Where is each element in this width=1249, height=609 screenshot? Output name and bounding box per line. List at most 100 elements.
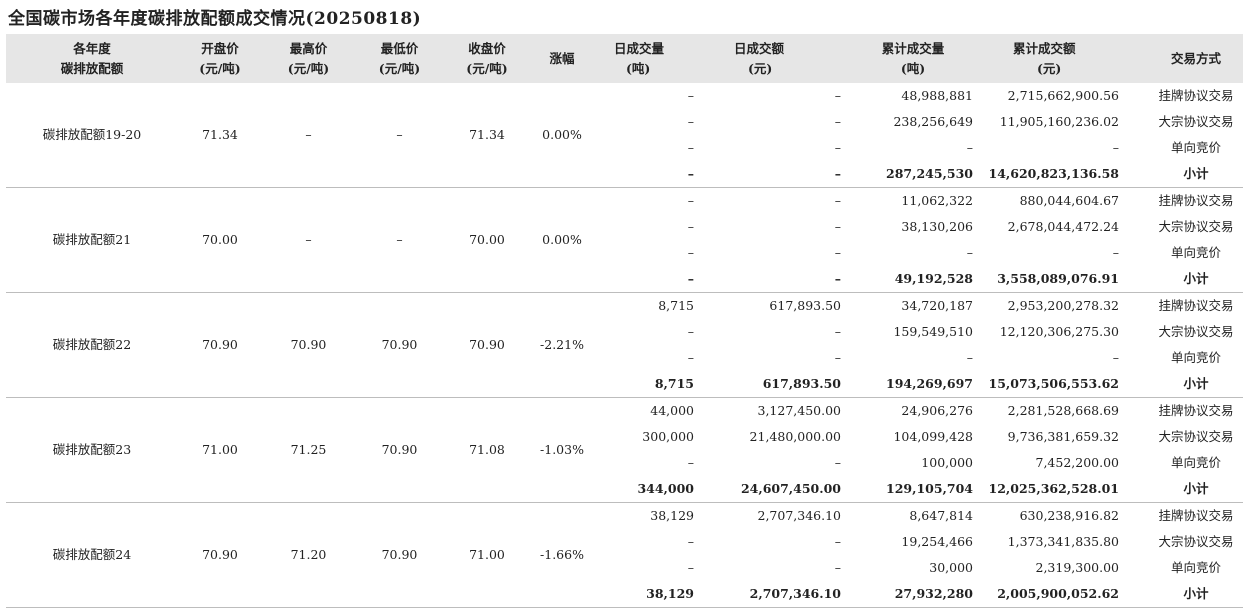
cum-volume-cell: 30,000: [929, 560, 973, 575]
trade-method-cell: 小计: [1149, 161, 1243, 188]
daily-amount-cell: –: [834, 324, 841, 339]
year-cell: 碳排放配额24: [6, 502, 178, 608]
table-row: 300,000 21,480,000.00 104,099,428 9,736,381…: [6, 424, 1243, 450]
daily-volume-cell: 38,129: [650, 508, 694, 523]
close-price-cell: 70.00: [444, 187, 530, 293]
change-cell: -1.66%: [530, 502, 594, 608]
trade-method-cell: 单向竞价: [1170, 455, 1221, 470]
subtotal-row: 344,000 24,607,450.00 129,105,704 12,025,36…: [6, 476, 1243, 503]
daily-amount-cell: –: [708, 161, 853, 188]
cum-amount-cell: 2,678,044,472.24: [1007, 219, 1119, 234]
daily-amount-cell: 21,480,000.00: [749, 429, 841, 444]
daily-amount-cell: 2,707,346.10: [708, 581, 853, 608]
cum-amount-cell: 2,953,200,278.32: [1007, 298, 1119, 313]
daily-amount-cell: –: [834, 193, 841, 208]
daily-volume-cell: –: [687, 350, 694, 365]
daily-amount-cell: –: [834, 455, 841, 470]
header-year: 各年度 碳排放配额: [6, 34, 178, 83]
trade-method-cell: 小计: [1149, 476, 1243, 503]
table-row: – – 19,254,466 1,373,341,835.80 大宗协议交易: [6, 529, 1243, 555]
high-price-cell: –: [262, 83, 355, 188]
cum-amount-cell: 3,558,089,076.91: [973, 266, 1149, 293]
trade-method-cell: 单向竞价: [1170, 560, 1221, 575]
daily-amount-cell: –: [834, 350, 841, 365]
table-row: – – 38,130,206 2,678,044,472.24 大宗协议交易: [6, 214, 1243, 240]
cum-amount-cell: 12,120,306,275.30: [999, 324, 1119, 339]
daily-amount-cell: –: [834, 534, 841, 549]
subtotal-row: 38,129 2,707,346.10 27,932,280 2,005,900,05…: [6, 581, 1243, 608]
daily-amount-cell: 2,707,346.10: [757, 508, 842, 523]
daily-volume-cell: –: [687, 560, 694, 575]
table-row: – – 30,000 2,319,300.00 单向竞价: [6, 555, 1243, 581]
cum-volume-cell: 159,549,510: [893, 324, 973, 339]
daily-volume-cell: 8,715: [594, 371, 708, 398]
cum-amount-cell: –: [1112, 350, 1119, 365]
daily-volume-cell: –: [687, 114, 694, 129]
daily-amount-cell: –: [834, 114, 841, 129]
trade-method-cell: 大宗协议交易: [1158, 534, 1234, 549]
table-row: – – 159,549,510 12,120,306,275.30 大宗协议交易: [6, 319, 1243, 345]
table-row: 碳排放配额19-20 71.34– –71.34 0.00% – –48,988,881 2…: [6, 83, 1243, 188]
header-method: 交易方式: [1149, 34, 1243, 83]
change-cell: -1.03%: [530, 397, 594, 503]
daily-amount-cell: –: [834, 219, 841, 234]
daily-volume-cell: –: [687, 88, 694, 103]
cum-volume-cell: 100,000: [921, 455, 973, 470]
cum-volume-cell: 38,130,206: [901, 219, 973, 234]
daily-volume-cell: –: [594, 266, 708, 293]
trade-method-cell: 小计: [1149, 581, 1243, 608]
cum-volume-cell: 287,245,530: [853, 161, 973, 188]
low-price-cell: 70.90: [355, 292, 444, 398]
cum-volume-cell: 238,256,649: [893, 114, 973, 129]
header-open: 开盘价 (元/吨): [178, 34, 262, 83]
table-row: 碳排放配额23 71.00 71.25 70.90 71.08 -1.03% 44,000 3…: [6, 397, 1243, 503]
high-price-cell: 71.25: [262, 397, 355, 503]
open-price-cell: 70.00: [178, 187, 262, 293]
cum-amount-cell: 2,715,662,900.56: [1007, 88, 1119, 103]
low-price-cell: 70.90: [355, 397, 444, 503]
cum-amount-cell: 2,281,528,668.69: [1007, 403, 1119, 418]
daily-volume-cell: 344,000: [594, 476, 708, 503]
header-cum-volume: 累计成交量 (吨): [853, 34, 973, 83]
cum-amount-cell: 15,073,506,553.62: [973, 371, 1149, 398]
daily-amount-cell: –: [708, 266, 853, 293]
cum-volume-cell: –: [966, 350, 973, 365]
open-price-cell: 70.90: [178, 292, 262, 398]
close-price-cell: 71.08: [444, 397, 530, 503]
cum-volume-cell: –: [966, 245, 973, 260]
header-row: 各年度 碳排放配额 开盘价 (元/吨) 最高价 (元/吨) 最低价 (元/吨) 收盘价(…: [6, 34, 1243, 83]
open-price-cell: 71.34: [178, 83, 262, 188]
open-price-cell: 70.90: [178, 502, 262, 608]
high-price-cell: –: [262, 187, 355, 293]
table-row: – – 100,000 7,452,200.00 单向竞价: [6, 450, 1243, 476]
low-price-cell: 70.90: [355, 502, 444, 608]
low-price-cell: –: [355, 83, 444, 188]
carbon-trading-table: 各年度 碳排放配额 开盘价 (元/吨) 最高价 (元/吨) 最低价 (元/吨) 收盘价(…: [6, 34, 1243, 608]
daily-amount-cell: 617,893.50: [708, 371, 853, 398]
trade-method-cell: 挂牌协议交易: [1158, 88, 1234, 103]
year-cell: 碳排放配额22: [6, 292, 178, 398]
high-price-cell: 70.90: [262, 292, 355, 398]
daily-volume-cell: 300,000: [642, 429, 694, 444]
subtotal-row: 8,715 617,893.50 194,269,697 15,073,506,553…: [6, 371, 1243, 398]
trade-method-cell: 挂牌协议交易: [1158, 193, 1234, 208]
cum-amount-cell: 14,620,823,136.58: [973, 161, 1149, 188]
year-cell: 碳排放配额23: [6, 397, 178, 503]
trade-method-cell: 单向竞价: [1170, 350, 1221, 365]
change-cell: -2.21%: [530, 292, 594, 398]
trade-method-cell: 大宗协议交易: [1158, 114, 1234, 129]
trade-method-cell: 小计: [1149, 266, 1243, 293]
daily-volume-cell: –: [687, 245, 694, 260]
daily-volume-cell: –: [687, 140, 694, 155]
cum-amount-cell: 880,044,604.67: [1019, 193, 1119, 208]
daily-amount-cell: 24,607,450.00: [708, 476, 853, 503]
change-cell: 0.00%: [530, 187, 594, 293]
year-cell: 碳排放配额21: [6, 187, 178, 293]
trade-method-cell: 大宗协议交易: [1158, 219, 1234, 234]
table-row: – – – – 单向竞价: [6, 135, 1243, 161]
close-price-cell: 71.34: [444, 83, 530, 188]
cum-volume-cell: 24,906,276: [901, 403, 973, 418]
daily-volume-cell: –: [594, 161, 708, 188]
table-row: 碳排放配额22 70.90 70.90 70.90 70.90 -2.21% 8,715 61…: [6, 292, 1243, 398]
header-cum-amount: 累计成交额 (元): [973, 34, 1149, 83]
